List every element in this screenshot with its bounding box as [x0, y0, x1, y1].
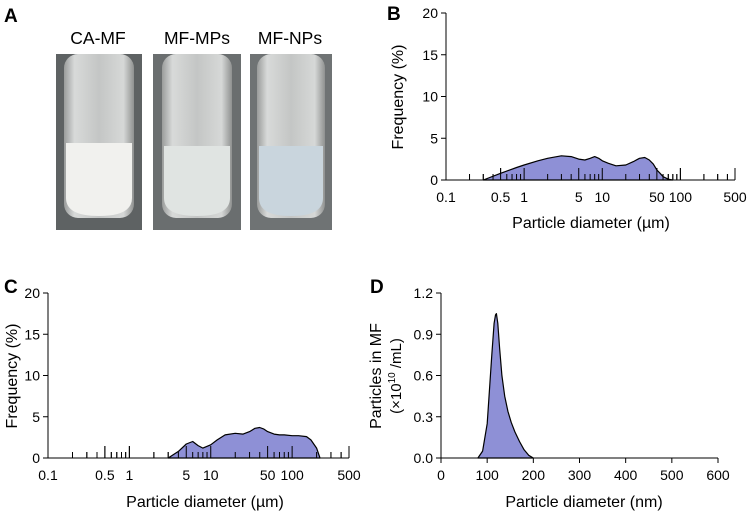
panel-b-y-tick-label: 15 — [422, 47, 438, 63]
panel-d-x-tick-label: 200 — [522, 467, 546, 483]
panel-a-letter: A — [4, 6, 18, 27]
panel-b-y-tick-label: 20 — [422, 5, 438, 21]
panel-c-x-tick-label: 500 — [337, 467, 361, 483]
panel-c-xlabel: Particle diameter (µm) — [126, 494, 284, 511]
tube-liquid-3 — [259, 146, 323, 216]
panel-d-y-tick-label: 0.6 — [414, 368, 434, 384]
tube-photo-3: MF-NPs — [250, 28, 332, 230]
panel-c-y-tick-label: 15 — [24, 326, 40, 342]
panel-c-x-tick-label: 0.1 — [38, 467, 58, 483]
panel-c-x-tick-label: 50 — [260, 467, 276, 483]
panel-c-x-tick-label: 5 — [182, 467, 190, 483]
panel-a: A CA-MF MF-MPs MF-NPs — [4, 6, 332, 230]
panel-c-y-tick-label: 10 — [24, 368, 40, 384]
panel-d-ylabel-unit-b: /mL) — [388, 338, 405, 372]
panel-d-ylabel-unit-a: (×10 — [388, 383, 405, 413]
panel-d-y-tick-label: 0.9 — [414, 326, 434, 342]
panel-d-ylabel: Particles in MF — [368, 323, 385, 429]
panel-c-letter: C — [4, 277, 18, 298]
panel-d: D Particles in MF (×1010 /mL) Particle d… — [368, 277, 730, 511]
tube-label-3: MF-NPs — [258, 28, 322, 48]
panel-d-x-tick-label: 600 — [706, 467, 730, 483]
panel-c-area-series — [167, 426, 321, 459]
panel-c-y-tick-label: 5 — [32, 409, 40, 425]
panel-d-y-tick-label: 0.3 — [414, 409, 434, 425]
panel-b-y-tick-label: 5 — [430, 130, 438, 146]
panel-c: C Frequency (%) Particle diameter (µm) 0… — [4, 277, 361, 511]
panel-b-xlabel: Particle diameter (µm) — [512, 215, 670, 232]
tube-label-2: MF-MPs — [164, 28, 230, 48]
panel-b-area-series — [482, 155, 674, 181]
panel-b-letter: B — [387, 4, 401, 25]
panel-d-letter: D — [370, 277, 384, 298]
panel-b: B Frequency (%) Particle diameter (µm) 0… — [387, 4, 747, 232]
panel-b-x-tick-label: 50 — [649, 189, 665, 205]
panel-b-x-tick-label: 0.5 — [491, 189, 511, 205]
panel-b-x-tick-label: 100 — [669, 189, 693, 205]
panel-d-ylabel-unit-sup: 10 — [387, 372, 398, 384]
panel-c-ylabel: Frequency (%) — [4, 324, 21, 429]
tube-photo-1: CA-MF — [56, 28, 142, 230]
panel-b-x-tick-label: 1 — [520, 189, 528, 205]
panel-b-x-tick-label: 0.1 — [436, 189, 456, 205]
panel-d-x-tick-label: 500 — [660, 467, 684, 483]
tube-label-1: CA-MF — [70, 28, 125, 48]
panel-d-x-tick-label: 100 — [475, 467, 499, 483]
panel-c-x-tick-label: 1 — [125, 467, 133, 483]
panel-c-y-tick-label: 0 — [32, 450, 40, 466]
panel-d-x-tick-label: 400 — [614, 467, 638, 483]
panel-b-y-tick-label: 0 — [430, 172, 438, 188]
panel-b-x-tick-label: 500 — [723, 189, 747, 205]
panel-d-ylabel-unit: (×1010 /mL) — [387, 338, 405, 414]
tube-photo-2: MF-MPs — [153, 28, 241, 230]
panel-d-x-tick-label: 0 — [437, 467, 445, 483]
panel-d-area-series — [477, 313, 534, 459]
panel-c-x-tick-label: 0.5 — [95, 467, 115, 483]
panel-b-y-tick-label: 10 — [422, 89, 438, 105]
panel-c-x-tick-label: 10 — [203, 467, 219, 483]
panel-d-x-tick-label: 300 — [568, 467, 592, 483]
panel-b-x-tick-label: 10 — [594, 189, 610, 205]
panel-d-y-tick-label: 0.0 — [414, 450, 434, 466]
panel-d-xlabel: Particle diameter (nm) — [505, 494, 662, 511]
panel-d-y-tick-label: 1.2 — [414, 285, 434, 301]
panel-c-y-tick-label: 20 — [24, 285, 40, 301]
panel-b-ylabel: Frequency (%) — [390, 45, 407, 150]
panel-b-x-tick-label: 5 — [575, 189, 583, 205]
panel-c-x-tick-label: 100 — [280, 467, 304, 483]
tube-liquid-2 — [164, 146, 230, 216]
tube-liquid-1 — [66, 143, 132, 216]
